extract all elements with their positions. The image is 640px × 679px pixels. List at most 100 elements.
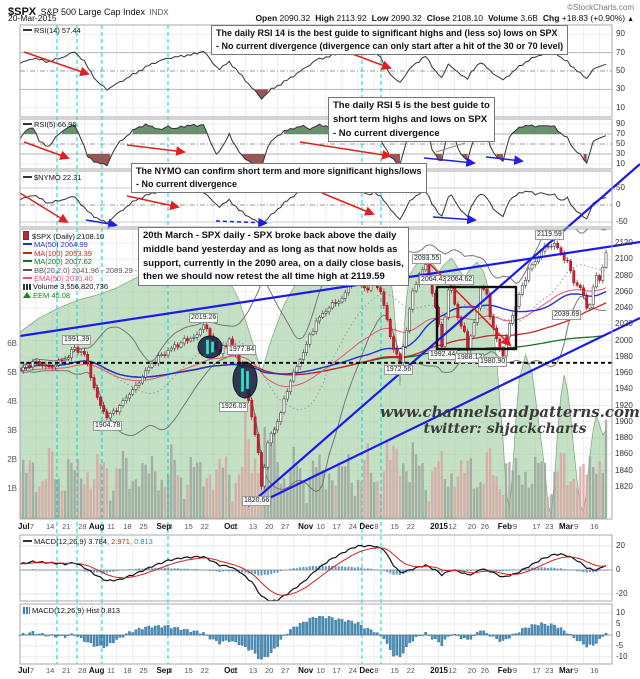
main-chart-legend: $SPX (Daily) 2108.10 MA(50) 2064.99 MA(100… — [23, 231, 167, 300]
x-axis-tick: 16 — [590, 666, 599, 675]
x-axis-tick: 8 — [374, 522, 379, 531]
x-axis-tick: Aug — [88, 666, 105, 675]
macd-axis-tick: -20 — [616, 589, 628, 598]
volume-axis-tick: 6B — [7, 339, 17, 348]
x-axis-tick: Oct — [224, 522, 238, 531]
price-label: 1972.56 — [384, 365, 414, 375]
quote-label: High — [315, 13, 335, 23]
price-label: 2039.69 — [552, 310, 582, 320]
price-axis-tick: 2040 — [615, 303, 633, 312]
watermark-twitter: twitter: shjackcharts — [423, 421, 587, 437]
x-axis-tick: Sep — [156, 522, 172, 531]
rsi5-annotation-box: The daily RSI 5 is the best guide to sho… — [328, 97, 495, 143]
x-axis-tick: 18 — [123, 522, 132, 531]
x-axis-tick: Aug — [88, 522, 105, 531]
price-axis-tick: 1880 — [615, 433, 633, 442]
price-axis-tick: 2020 — [615, 319, 633, 329]
x-axis-tick: 24 — [348, 522, 357, 531]
x-axis-tick: 22 — [406, 666, 415, 675]
candlestick-icon — [23, 231, 29, 240]
quote-value: 2113.92 — [334, 13, 367, 23]
x-axis-tick: 13 — [248, 666, 258, 675]
x-axis-tick: 9 — [512, 666, 518, 675]
symbol: $SPX — [8, 6, 37, 18]
legend-item-label: BB(20,2.0) 2041.96 - 2089.29 - 2136.61 — [34, 265, 167, 275]
indicator-line-icon — [23, 540, 32, 542]
x-axis-tick: 15 — [390, 666, 399, 675]
x-axis-tick: 22 — [200, 666, 209, 675]
line-icon — [23, 277, 32, 280]
volume-axis-tick: 4B — [7, 397, 17, 406]
ohlc-quote-line: Open 2090.32 High 2113.92 Low 2090.32 Close… — [250, 13, 634, 23]
price-axis-tick: 1920 — [615, 400, 633, 410]
x-axis-tick: 7 — [29, 522, 35, 531]
volume-axis-tick: 5B — [7, 368, 17, 377]
legend-item: Volume 3,556,820,736 — [23, 283, 167, 291]
x-axis-tick: Nov — [298, 666, 314, 675]
x-axis-tick: Dec — [359, 522, 374, 531]
x-axis-tick: 22 — [406, 522, 415, 531]
x-axis-tick: Jul — [18, 522, 30, 531]
x-axis-tick: 27 — [281, 666, 290, 675]
nymo-axis-tick: 50 — [616, 183, 625, 192]
hist-axis-tick: -10 — [616, 652, 628, 661]
quote-label: Volume — [487, 13, 519, 23]
legend-item-label: $SPX (Daily) 2108.10 — [32, 232, 105, 241]
price-axis-tick: 1860 — [615, 449, 633, 459]
x-axis-tick: Feb — [497, 522, 512, 531]
price-axis-tick: 1960 — [615, 368, 633, 377]
x-axis-tick: 15 — [184, 666, 193, 675]
annotation-line: middle band yesterday and as long as tha… — [143, 243, 398, 255]
x-axis-tick: Sep — [156, 666, 172, 675]
rsi14-axis-tick: 30 — [616, 84, 625, 94]
quote-value: 2090.32 — [388, 13, 422, 23]
x-axis-tick: 26 — [480, 666, 490, 675]
nymo-legend-label: $NYMO 22.31 — [34, 173, 82, 182]
price-label: 2119.59 — [535, 230, 564, 240]
volume-axis-tick: 1B — [7, 484, 17, 493]
legend-item-label: Volume 3,556,820,736 — [33, 282, 109, 292]
hist-axis-tick: 10 — [616, 608, 625, 617]
histogram-icon — [23, 607, 30, 614]
quote-value: +18.83 (+0.90%) — [559, 13, 626, 23]
x-axis-tick: 17 — [332, 666, 341, 675]
x-axis-tick: 15 — [390, 522, 399, 531]
macd-legend: MACD(12,26,9) 3.784, 2.971, 0.813 — [23, 537, 153, 546]
price-axis-tick: 2000 — [615, 335, 633, 345]
x-axis-tick: 20 — [264, 522, 274, 531]
exchange: INDX — [149, 8, 169, 17]
line-icon — [23, 243, 32, 246]
legend-item-label: EMA(50) 2070.40 — [34, 274, 93, 284]
x-axis-tick: 23 — [545, 666, 554, 675]
x-axis-tick: 24 — [348, 666, 357, 675]
macd-hist-legend: MACD(12,26,9) Hist 0.813 — [23, 606, 120, 615]
x-axis-tick: 15 — [184, 522, 193, 531]
x-axis-tick: Oct — [224, 666, 238, 675]
price-axis-tick: 2080 — [615, 270, 633, 280]
indicator-line-icon — [23, 123, 32, 125]
macd-axis-tick: 20 — [616, 541, 625, 550]
x-axis-tick: 20 — [467, 522, 477, 531]
indicator-line-icon — [23, 176, 32, 178]
x-axis-tick: 22 — [200, 522, 209, 531]
x-axis-tick: 28 — [78, 522, 87, 531]
rsi14-axis-tick: 70 — [616, 47, 625, 57]
price-label: 1977.84 — [227, 345, 257, 355]
price-axis-tick: 2100 — [615, 254, 633, 264]
x-axis-tick: 2015 — [430, 522, 448, 531]
quote-label: Chg — [542, 13, 560, 23]
x-axis-tick: 9 — [512, 522, 518, 531]
x-axis-tick: 14 — [45, 666, 55, 675]
rsi5-legend: RSI(5) 66.96 — [23, 120, 77, 129]
price-label: 2064.43 — [419, 275, 449, 285]
x-axis-tick: 11 — [107, 522, 115, 531]
x-axis-tick: 21 — [62, 666, 71, 675]
price-label: 1904.78 — [93, 421, 123, 431]
macd-legend-part: MACD(12,26,9) — [34, 537, 89, 546]
legend-item-label: MA(200) 2007.62 — [34, 257, 92, 267]
x-axis-tick: Nov — [298, 522, 314, 531]
macd-legend-part: 0.813 — [131, 537, 153, 546]
x-axis-tick: 8 — [374, 666, 379, 675]
annotation-line: The NYMO can confirm short term and more… — [136, 166, 422, 176]
